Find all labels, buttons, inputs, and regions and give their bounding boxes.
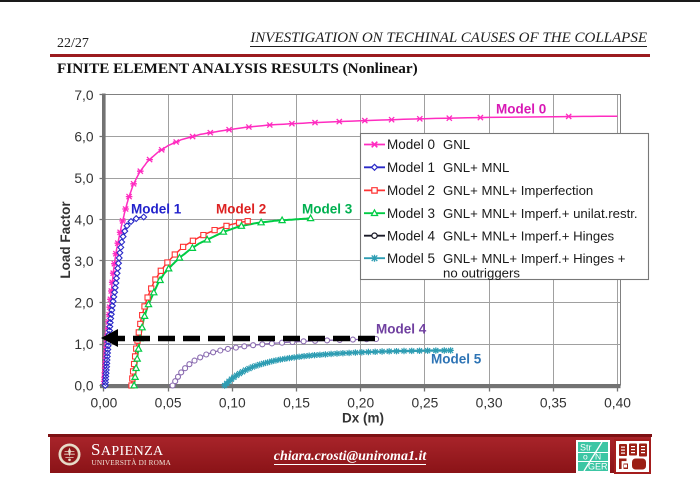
svg-text:Model 5: Model 5 [387,251,435,266]
svg-text:0,0: 0,0 [74,378,94,393]
svg-text:GNL: GNL [443,137,470,152]
svg-text:0,05: 0,05 [155,395,182,410]
svg-text:no outriggers: no outriggers [443,265,520,280]
svg-text:0,25: 0,25 [411,395,438,410]
svg-text:Model 0: Model 0 [496,102,546,117]
svg-text:GER: GER [588,461,608,471]
svg-text:o: o [583,451,588,461]
svg-text:Model 4: Model 4 [376,322,427,337]
svg-text:0,10: 0,10 [219,395,246,410]
svg-text:7,0: 7,0 [74,88,94,103]
svg-text:0,20: 0,20 [347,395,374,410]
svg-text:0,30: 0,30 [476,395,503,410]
svg-text:1,0: 1,0 [74,337,94,352]
svg-text:Model 5: Model 5 [431,352,482,367]
svg-text:Model 3: Model 3 [302,202,353,217]
svg-text:4,0: 4,0 [74,212,94,227]
svg-text:N: N [595,451,601,461]
svg-text:Model 0: Model 0 [387,137,435,152]
svg-text:GNL+ MNL+ Imperf.+ Hinges: GNL+ MNL+ Imperf.+ Hinges [443,228,615,243]
svg-text:Dx (m): Dx (m) [342,411,384,426]
svg-text:Model 2: Model 2 [387,183,435,198]
svg-text:Str: Str [580,442,592,452]
svg-text:GNL+ MNL+ Imperf.+ Hinges +: GNL+ MNL+ Imperf.+ Hinges + [443,251,626,266]
svg-text:Model 3: Model 3 [387,206,435,221]
svg-text:2,0: 2,0 [74,295,94,310]
svg-text:GNL+ MNL+ Imperfection: GNL+ MNL+ Imperfection [443,183,593,198]
svg-text:GNL+ MNL+ Imperf.+ unilat.rest: GNL+ MNL+ Imperf.+ unilat.restr. [443,206,638,221]
svg-text:Model 1: Model 1 [131,202,182,217]
svg-text:Model 2: Model 2 [216,202,266,217]
svg-text:0,15: 0,15 [283,395,310,410]
svg-text:5,0: 5,0 [74,171,94,186]
svg-text:0,40: 0,40 [604,395,631,410]
svg-text:Model 4: Model 4 [387,228,436,243]
svg-text:3,0: 3,0 [74,254,94,269]
svg-text:0,35: 0,35 [540,395,567,410]
svg-text:6,0: 6,0 [74,129,94,144]
svg-text:Model 1: Model 1 [387,160,435,175]
svg-text:Load Factor: Load Factor [58,201,73,279]
svg-text:GNL+ MNL: GNL+ MNL [443,160,509,175]
svg-text:0,00: 0,00 [90,395,117,410]
